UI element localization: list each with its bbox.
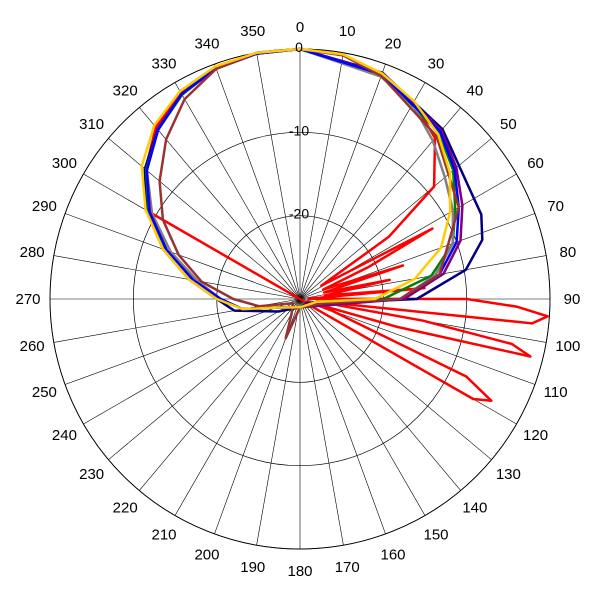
series-line <box>145 47 461 311</box>
angle-tick-label: 220 <box>113 499 138 516</box>
radial-tick-label: -20 <box>289 206 309 222</box>
angle-tick-label: 260 <box>20 338 45 355</box>
series-line <box>158 47 461 340</box>
angle-tick-label: 180 <box>287 563 312 580</box>
grid-spoke <box>139 298 301 491</box>
angle-tick-label: 250 <box>32 384 57 401</box>
grid-spoke <box>299 52 344 300</box>
grid-spoke <box>299 82 426 300</box>
angle-tick-label: 130 <box>496 466 521 483</box>
grid-spoke <box>299 298 386 535</box>
angle-tick-label: 140 <box>462 499 487 516</box>
grid-spoke <box>174 82 301 300</box>
grid-spoke <box>174 298 301 516</box>
angle-tick-label: 110 <box>544 384 568 401</box>
angle-tick-label: 230 <box>79 466 104 483</box>
angle-tick-label: 190 <box>240 559 265 576</box>
angle-tick-label: 150 <box>423 527 448 544</box>
angle-tick-label: 290 <box>32 198 57 215</box>
series-line <box>144 47 549 402</box>
grid-spoke <box>299 298 344 546</box>
angle-tick-label: 120 <box>523 427 548 444</box>
angle-tick-label: 20 <box>385 35 402 52</box>
angle-tick-label: 340 <box>194 35 219 52</box>
angle-tick-label: 200 <box>194 547 219 564</box>
grid-spoke <box>108 138 301 300</box>
angle-tick-label: 40 <box>466 83 483 100</box>
angle-tick-label: 310 <box>79 116 104 133</box>
grid-spoke <box>64 298 301 385</box>
grid-spoke <box>256 52 301 300</box>
grid-spoke <box>299 63 386 300</box>
grid-spoke <box>299 298 426 516</box>
radial-tick-label: -10 <box>289 122 309 138</box>
angle-tick-label: 60 <box>527 155 544 172</box>
label-layer: 0 10 20 30 40 50 60 70 80 90 100 110 120 130 140 150 160… <box>15 19 580 580</box>
angle-tick-label: 330 <box>151 55 176 72</box>
angle-tick-label: 210 <box>151 527 176 544</box>
angle-tick-label: 160 <box>381 547 406 564</box>
grid-spoke <box>64 213 301 300</box>
angle-tick-label: 80 <box>560 244 577 261</box>
grid-spoke <box>83 298 301 425</box>
grid-spoke <box>214 63 301 300</box>
radial-tick-label: 0 <box>295 39 303 55</box>
angle-tick-label: 100 <box>555 338 580 355</box>
angle-tick-label: 320 <box>113 83 138 100</box>
angle-tick-label: 70 <box>547 198 564 215</box>
angle-tick-label: 10 <box>339 23 356 40</box>
angle-tick-label: 270 <box>15 291 40 308</box>
grid-spoke <box>299 298 461 491</box>
series-line <box>140 47 452 311</box>
angle-tick-label: 350 <box>240 23 265 40</box>
angle-tick-label: 0 <box>296 19 304 36</box>
angle-tick-label: 300 <box>52 155 77 172</box>
grid-spoke <box>53 255 301 300</box>
series-line <box>145 47 464 311</box>
angle-tick-label: 240 <box>52 427 77 444</box>
angle-tick-label: 170 <box>335 559 360 576</box>
grid-spoke <box>256 298 301 546</box>
angle-tick-label: 90 <box>564 291 581 308</box>
series-layer <box>140 47 549 402</box>
grid-spoke <box>299 298 492 460</box>
angle-tick-label: 50 <box>500 116 517 133</box>
grid-spoke <box>108 298 301 460</box>
angle-tick-label: 280 <box>20 244 45 261</box>
angle-tick-label: 30 <box>428 55 445 72</box>
